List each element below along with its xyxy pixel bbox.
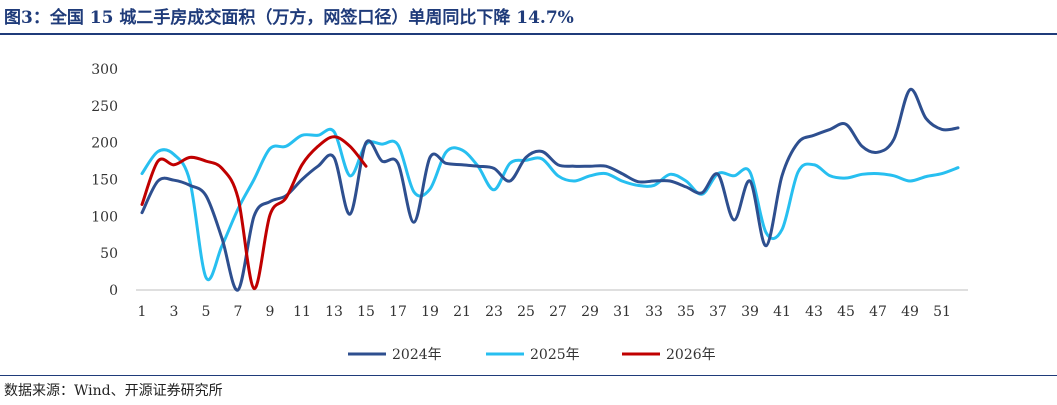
x-tick-label: 45 (837, 304, 855, 320)
legend-2024-label: 2024年 (392, 347, 442, 363)
x-tick-label: 41 (773, 304, 791, 320)
y-tick-label: 300 (91, 62, 118, 78)
x-tick-label: 23 (485, 304, 503, 320)
y-tick-label: 150 (91, 173, 118, 189)
x-tick-label: 43 (805, 304, 823, 320)
x-tick-label: 27 (549, 304, 567, 320)
x-tick-label: 33 (645, 304, 663, 320)
y-tick-label: 200 (91, 136, 118, 152)
x-tick-label: 1 (138, 304, 147, 320)
source-note: 数据来源：Wind、开源证券研究所 (4, 383, 223, 399)
y-tick-label: 50 (100, 246, 118, 262)
x-tick-label: 17 (389, 304, 407, 320)
x-tick-label: 35 (677, 304, 695, 320)
x-tick-label: 39 (741, 304, 759, 320)
x-tick-label: 21 (453, 304, 471, 320)
title-rule (0, 33, 1057, 35)
x-tick-label: 7 (234, 304, 243, 320)
x-tick-label: 51 (933, 304, 951, 320)
x-tick-label: 31 (613, 304, 631, 320)
x-tick-label: 3 (170, 304, 179, 320)
x-tick-label: 19 (421, 304, 439, 320)
y-tick-label: 250 (91, 99, 118, 115)
y-tick-label: 0 (109, 283, 118, 299)
x-tick-label: 9 (266, 304, 275, 320)
y-tick-label: 100 (91, 209, 118, 225)
x-tick-label: 29 (581, 304, 599, 320)
x-tick-label: 25 (517, 304, 535, 320)
x-tick-label: 47 (869, 304, 887, 320)
x-tick-label: 15 (357, 304, 375, 320)
legend-2026-label: 2026年 (666, 347, 716, 363)
series-2025-line (140, 127, 960, 282)
source-rule (0, 375, 1057, 376)
legend-2025-label: 2025年 (530, 347, 580, 363)
x-tick-label: 37 (709, 304, 727, 320)
x-tick-label: 13 (325, 304, 343, 320)
x-tick-label: 11 (293, 304, 311, 320)
x-tick-label: 5 (202, 304, 211, 320)
chart-title: 图3：全国 15 城二手房成交面积（万方，网签口径）单周同比下降 14.7% (4, 8, 574, 28)
series-2024-line (140, 88, 960, 292)
x-tick-label: 49 (901, 304, 919, 320)
series-2026-line (140, 135, 368, 291)
